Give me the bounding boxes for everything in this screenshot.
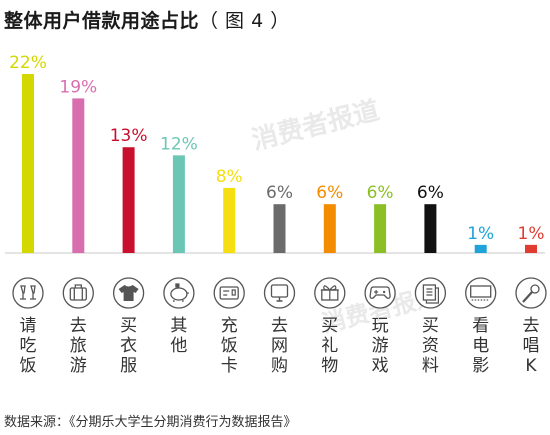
figure-label: （ 图 4 ） xyxy=(199,10,290,32)
bar-11 xyxy=(525,244,537,253)
value-label-9: 6% xyxy=(417,183,444,203)
bar-8 xyxy=(374,204,387,253)
category-label-5: 充饭卡 xyxy=(221,316,238,376)
value-label-7: 6% xyxy=(316,183,343,203)
value-label-1: 22% xyxy=(9,53,47,73)
gift-icon xyxy=(314,277,346,309)
documents-icon xyxy=(414,277,447,309)
category-label-3: 买衣服 xyxy=(120,316,137,376)
meal-card-icon xyxy=(213,277,245,309)
value-label-5: 8% xyxy=(216,167,243,187)
value-label-3: 13% xyxy=(110,126,148,146)
bar-chart: 22% 请吃饭 19% 去旅游 13% 买衣服 12% 其他 8% 充饭卡 6% 去网购 6% 买礼物 6%… xyxy=(5,53,547,376)
category-label-11: 去唱 K xyxy=(523,316,540,376)
bar-2 xyxy=(72,98,85,253)
value-label-6: 6% xyxy=(266,183,293,203)
bar-10 xyxy=(474,244,487,253)
value-label-10: 1% xyxy=(467,224,494,244)
value-label-11: 1% xyxy=(518,224,545,244)
bar-7 xyxy=(323,204,336,253)
category-label-2: 去旅游 xyxy=(70,316,87,376)
gamepad-icon xyxy=(364,277,396,309)
piggy-bank-icon xyxy=(163,277,195,309)
toast-icon xyxy=(12,277,44,309)
category-label-6: 去网购 xyxy=(271,316,288,376)
bar-3 xyxy=(122,147,135,253)
value-label-4: 12% xyxy=(160,134,198,154)
computer-icon xyxy=(263,277,296,309)
value-label-2: 19% xyxy=(59,77,97,97)
cinema-screen-icon xyxy=(465,277,497,309)
category-label-9: 买资料 xyxy=(422,316,439,376)
bar-6 xyxy=(273,204,286,253)
chart-title: 整体用户借款用途占比（ 图 4 ） xyxy=(4,6,290,33)
bar-1 xyxy=(22,74,34,253)
category-label-10: 看电影 xyxy=(472,316,489,376)
bar-5 xyxy=(223,187,236,253)
category-label-7: 买礼物 xyxy=(321,316,338,376)
shirt-icon xyxy=(112,277,145,309)
value-label-8: 6% xyxy=(367,183,394,203)
data-source: 数据来源：《分期乐大学生分期消费行为数据报告》 xyxy=(4,415,297,430)
luggage-icon xyxy=(62,277,94,309)
category-label-1: 请吃饭 xyxy=(20,316,37,376)
bar-4 xyxy=(172,155,185,253)
bar-9 xyxy=(424,204,437,253)
category-label-4: 其他 xyxy=(170,316,187,356)
category-label-8: 玩游戏 xyxy=(372,316,389,376)
title-text: 整体用户借款用途占比 xyxy=(4,10,200,32)
microphone-icon xyxy=(515,277,547,309)
